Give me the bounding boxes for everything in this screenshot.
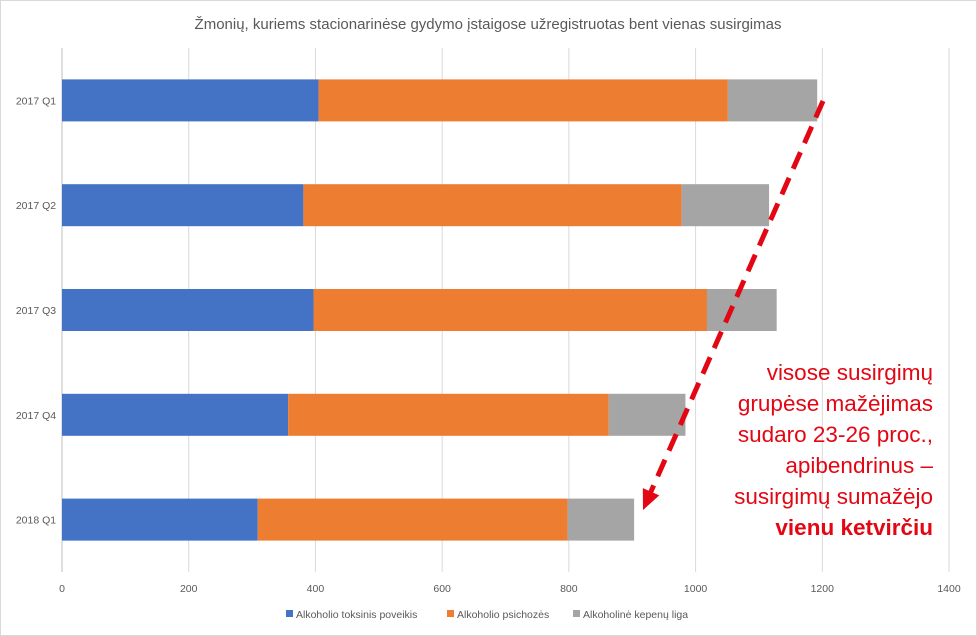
legend-label: Alkoholio psichozės (457, 609, 549, 621)
y-tick-label: 2017 Q1 (16, 95, 56, 107)
x-tick-label: 400 (307, 583, 325, 595)
y-tick-label: 2018 Q1 (16, 515, 56, 527)
x-tick-label: 0 (59, 583, 65, 595)
bar-segment (62, 498, 258, 541)
bar-segment (62, 289, 314, 331)
annotation-line: grupėse mažėjimas (737, 391, 933, 416)
bar-segment (303, 184, 682, 227)
legend-label: Alkoholinė kepenų liga (583, 609, 688, 621)
legend-label: Alkoholio toksinis poveikis (296, 609, 417, 621)
bar-segment (257, 498, 568, 541)
annotation-text: visose susirgimų grupėse mažėjimas sudar… (633, 357, 933, 543)
annotation-line: visose susirgimų (766, 360, 933, 385)
annotation-line: susirgimų sumažėjo (734, 484, 933, 509)
x-tick-label: 1000 (684, 583, 708, 595)
y-axis-labels: 2017 Q1 2017 Q2 2017 Q3 2017 Q4 2018 Q1 (16, 95, 56, 526)
y-tick-label: 2017 Q4 (16, 410, 56, 422)
annotation-arrow (642, 99, 826, 510)
bar-segment (313, 289, 707, 331)
bar-segment (62, 184, 304, 227)
x-tick-label: 200 (180, 583, 198, 595)
bar-segment (608, 393, 686, 436)
annotation-line: sudaro 23-26 proc., (737, 422, 933, 447)
chart-title: Žmonių, kuriems stacionarinėse gydymo įs… (195, 16, 782, 33)
bar-segment (567, 498, 635, 541)
arrow-line (646, 99, 826, 498)
x-tick-label: 1400 (937, 583, 961, 595)
legend-swatch (286, 610, 293, 617)
bar-segment (727, 79, 818, 122)
y-tick-label: 2017 Q2 (16, 200, 56, 212)
annotation-line: apibendrinus – (785, 453, 933, 478)
annotation-bold-line: vienu ketvirčiu (775, 515, 933, 540)
legend-swatch (447, 610, 454, 617)
bar-segment (62, 393, 289, 436)
x-tick-label: 600 (433, 583, 451, 595)
x-tick-label: 800 (560, 583, 578, 595)
bar-segment (288, 393, 609, 436)
legend-swatch (573, 610, 580, 617)
x-tick-label: 1200 (811, 583, 835, 595)
arrow-head (642, 488, 660, 510)
x-axis-labels: 0 200 400 600 800 1000 1200 1400 (59, 583, 961, 595)
bar-segment (318, 79, 728, 122)
bar-segment (62, 79, 319, 122)
bar-segment (681, 184, 770, 227)
y-tick-label: 2017 Q3 (16, 305, 56, 317)
bar-segment (706, 289, 777, 331)
legend: Alkoholio toksinis poveikis Alkoholio psi… (286, 609, 688, 621)
bars (62, 79, 818, 541)
